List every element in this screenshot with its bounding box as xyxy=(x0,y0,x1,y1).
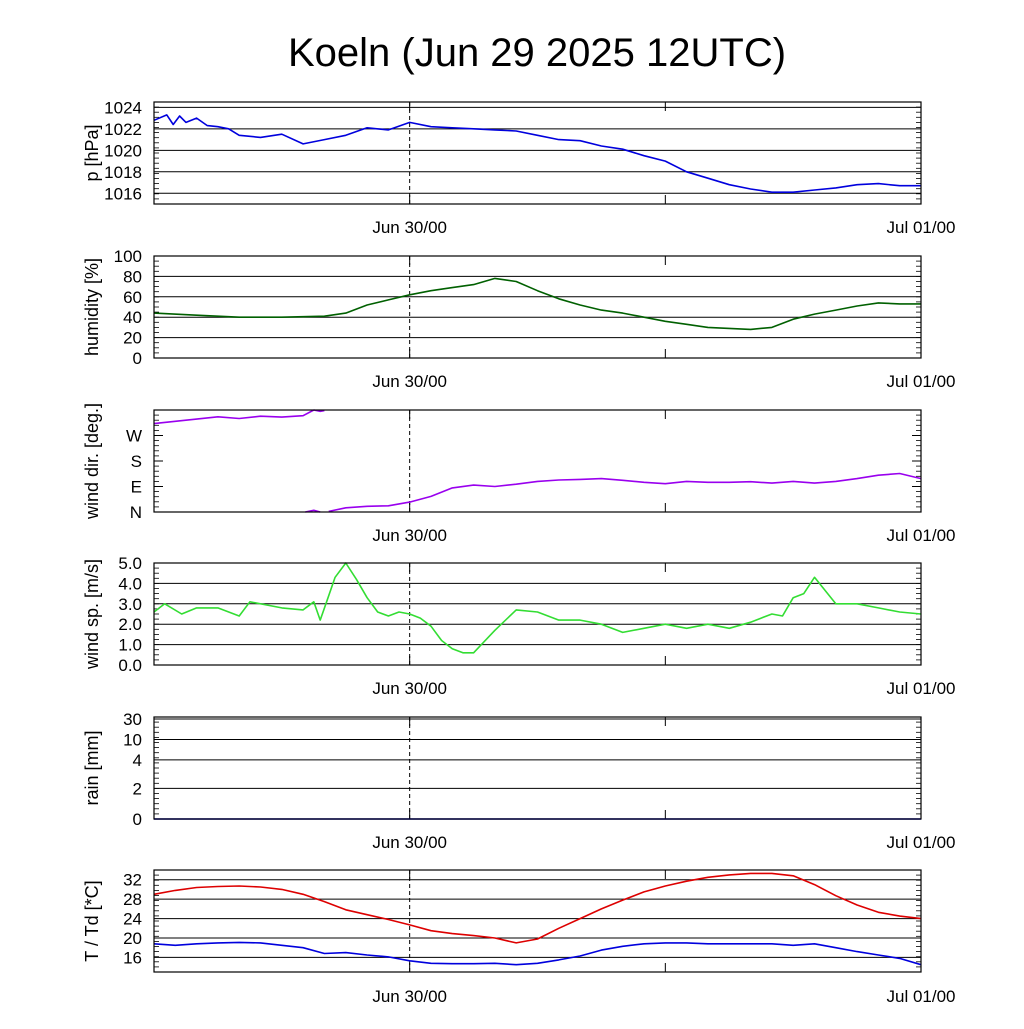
series-line-1 xyxy=(153,277,921,331)
y-tick-label: 2 xyxy=(133,779,142,798)
y-tick-label: 0 xyxy=(133,810,142,829)
x-tick-label: Jun 30/00 xyxy=(372,833,447,852)
y-tick-label: E xyxy=(131,478,142,497)
y-tick-label: 10 xyxy=(123,730,142,749)
y-tick-label: 28 xyxy=(123,890,142,909)
series-line-1 xyxy=(153,409,315,425)
y-tick-label: 24 xyxy=(123,910,142,929)
x-tick-label: Jun 30/00 xyxy=(372,679,447,698)
y-axis-title: wind dir. [deg.] xyxy=(82,403,102,520)
plot-frame xyxy=(153,101,922,205)
y-tick-label: 1016 xyxy=(104,184,142,203)
x-tick-label: Jul 01/00 xyxy=(887,833,956,852)
plot-frame xyxy=(153,562,922,666)
y-tick-label: 1020 xyxy=(104,141,142,160)
y-tick-label: W xyxy=(126,427,142,446)
x-tick-label: Jul 01/00 xyxy=(887,526,956,545)
x-tick-label: Jun 30/00 xyxy=(372,526,447,545)
y-tick-label: 32 xyxy=(123,871,142,890)
chart-title: Koeln (Jun 29 2025 12UTC) xyxy=(288,31,786,75)
series-line-2 xyxy=(153,941,922,966)
plot-frame xyxy=(153,255,922,359)
y-tick-label: 1022 xyxy=(104,120,142,139)
x-tick-label: Jul 01/00 xyxy=(887,679,956,698)
y-axis-title: p [hPa] xyxy=(82,124,102,181)
plot-frame xyxy=(153,716,922,820)
x-tick-label: Jul 01/00 xyxy=(887,372,956,391)
y-axis-title: humidity [%] xyxy=(82,258,102,356)
x-tick-label: Jun 30/00 xyxy=(372,218,447,237)
x-tick-label: Jun 30/00 xyxy=(372,987,447,1006)
y-tick-label: S xyxy=(131,452,142,471)
y-tick-label: 16 xyxy=(123,948,142,967)
y-axis-title: T / Td [*C] xyxy=(82,880,102,961)
y-tick-label: 5.0 xyxy=(118,554,142,573)
series-line-1 xyxy=(153,872,922,944)
y-tick-label: 1024 xyxy=(104,98,142,117)
y-tick-label: 80 xyxy=(123,267,142,286)
series-line-1 xyxy=(328,472,922,513)
y-tick-label: N xyxy=(130,503,142,522)
series-line-1 xyxy=(153,562,922,654)
y-tick-label: 100 xyxy=(114,247,142,266)
y-tick-label: 40 xyxy=(123,308,142,327)
plot-frame xyxy=(153,409,922,513)
x-tick-label: Jun 30/00 xyxy=(372,372,447,391)
y-tick-label: 1.0 xyxy=(118,636,142,655)
y-axis-title: wind sp. [m/s] xyxy=(82,559,102,670)
series-line-1 xyxy=(153,114,921,193)
x-tick-label: Jul 01/00 xyxy=(887,218,956,237)
y-tick-label: 4 xyxy=(133,751,142,770)
x-tick-label: Jul 01/00 xyxy=(887,987,956,1006)
y-axis-title: rain [mm] xyxy=(82,730,102,805)
y-tick-label: 1018 xyxy=(104,163,142,182)
y-tick-label: 30 xyxy=(123,710,142,729)
y-tick-label: 60 xyxy=(123,288,142,307)
y-tick-label: 20 xyxy=(123,929,142,948)
y-tick-label: 20 xyxy=(123,329,142,348)
plot-frame xyxy=(153,869,922,973)
y-tick-label: 4.0 xyxy=(118,574,142,593)
y-tick-label: 3.0 xyxy=(118,595,142,614)
y-tick-label: 0.0 xyxy=(118,656,142,675)
y-tick-label: 2.0 xyxy=(118,615,142,634)
panel-4: 0.01.0 2.03.0 4.05.0 wind sp. [m/s] Jun 30/0… xyxy=(82,554,956,698)
y-tick-label: 0 xyxy=(133,349,142,368)
